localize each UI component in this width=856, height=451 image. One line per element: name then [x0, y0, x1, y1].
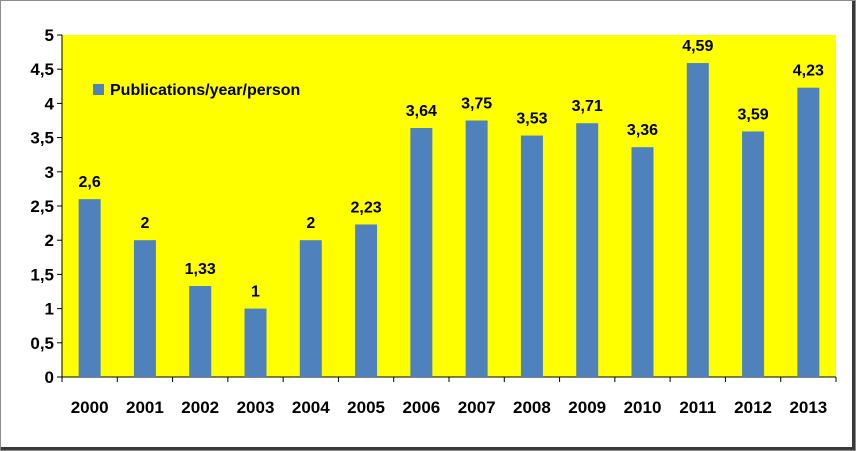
bar-value-label: 4,59	[682, 38, 713, 55]
legend-swatch	[93, 84, 104, 95]
bar-value-label: 3,64	[406, 103, 437, 120]
bar	[355, 224, 378, 377]
x-tick-label: 2003	[237, 398, 275, 417]
bar	[576, 123, 599, 378]
bar-value-label: 2,6	[79, 174, 101, 191]
x-tick-label: 2007	[458, 398, 496, 417]
bar-value-label: 3,36	[627, 122, 658, 139]
y-tick-label: 0,5	[30, 334, 54, 353]
bar	[299, 240, 322, 377]
bar-value-label: 3,71	[572, 98, 603, 115]
y-tick-label: 1	[45, 300, 54, 319]
x-tick-label: 2008	[513, 398, 551, 417]
y-tick-label: 0	[45, 368, 54, 387]
bar-value-label: 1	[251, 284, 260, 301]
x-tick-label: 2001	[126, 398, 164, 417]
bar-value-label: 2	[140, 215, 149, 232]
legend-label: Publications/year/person	[110, 82, 300, 99]
bar-value-label: 3,53	[516, 111, 547, 128]
bar-value-label: 2	[306, 215, 315, 232]
legend: Publications/year/person	[93, 82, 300, 99]
x-tick-label: 2005	[347, 398, 385, 417]
bar	[189, 286, 212, 377]
bar-value-label: 3,75	[461, 96, 492, 113]
bar	[797, 87, 820, 377]
x-tick-label: 2002	[181, 398, 219, 417]
bar	[78, 199, 101, 377]
bar	[686, 63, 709, 377]
y-tick-label: 3	[45, 163, 54, 182]
y-tick-label: 3,5	[30, 129, 54, 148]
y-tick-label: 1,5	[30, 265, 54, 284]
y-tick-label: 2,5	[30, 197, 54, 216]
bar	[244, 308, 267, 377]
data-labels: 2,6 2 1,33 1 2 2,23 3,64 3,75 3,53 3,71 3,36 4,59 3,…	[79, 38, 825, 301]
x-tick-label: 2012	[734, 398, 772, 417]
y-tick-label: 4,5	[30, 60, 54, 79]
bar	[133, 240, 156, 377]
bar	[742, 131, 765, 377]
y-tick-label: 4	[45, 94, 55, 113]
x-tick-label: 2004	[292, 398, 330, 417]
bar-value-label: 1,33	[185, 261, 216, 278]
bars	[78, 63, 820, 378]
x-tick-label: 2013	[789, 398, 827, 417]
y-tick-label: 2	[45, 231, 54, 250]
y-tick-label: 5	[45, 26, 54, 45]
bar	[520, 135, 543, 377]
x-tick-label: 2009	[568, 398, 606, 417]
bar	[410, 128, 433, 377]
x-tick-label: 2010	[624, 398, 662, 417]
bar	[631, 147, 654, 377]
x-tick-label: 2006	[402, 398, 440, 417]
axes: 0 0,5 1 1,5 2 2,5 3 3,5 4 4,5 5 2000 2001 2002 2003 200…	[30, 26, 837, 417]
x-tick-label: 2011	[679, 398, 716, 417]
x-tick-label: 2000	[71, 398, 109, 417]
bar	[465, 120, 488, 377]
bar-value-label: 3,59	[738, 106, 769, 123]
bar-value-label: 4,23	[793, 63, 824, 80]
bar-value-label: 2,23	[351, 199, 382, 216]
